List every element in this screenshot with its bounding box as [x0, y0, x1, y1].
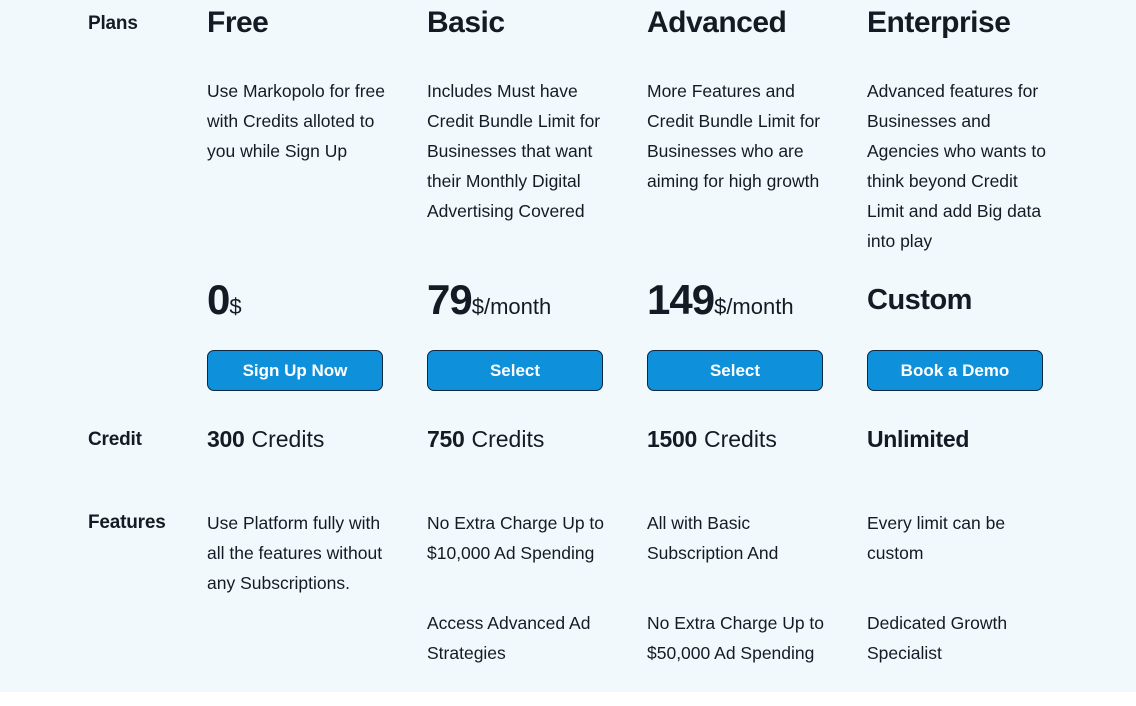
feature-item: Access Advanced Ad Strategies — [427, 613, 591, 663]
credit-amount: 750 — [427, 426, 465, 452]
credit-amount: 1500 — [647, 426, 697, 452]
plan-name-basic: Basic — [427, 6, 505, 39]
plan-features-row: Features Use Platform fully with all the… — [0, 508, 1136, 692]
plan-names-row: Plans Free Basic Advanced Enterprise — [0, 0, 1136, 76]
plan-name-advanced: Advanced — [647, 6, 787, 39]
select-basic-button[interactable]: Select — [427, 350, 603, 391]
feature-item: All with Basic Subscription And — [647, 513, 779, 563]
feature-item: Use Platform fully with all the features… — [207, 513, 383, 593]
credit-unit: Credits — [471, 426, 545, 452]
features-enterprise: Every limit can be custom Dedicated Grow… — [867, 508, 1087, 692]
plan-description-enterprise: Advanced features for Businesses and Age… — [867, 81, 1046, 251]
feature-item: Every limit can be custom — [867, 513, 1006, 563]
credit-unit: Credits — [703, 426, 777, 452]
plan-descriptions-row: Use Markopolo for free with Credits allo… — [0, 76, 1136, 275]
credit-free: 300 Credits — [207, 425, 427, 508]
sign-up-now-button[interactable]: Sign Up Now — [207, 350, 383, 391]
credit-amount: Unlimited — [867, 426, 970, 452]
features-advanced: All with Basic Subscription And No Extra… — [647, 508, 867, 692]
feature-item: Dedicated Growth Specialist — [867, 613, 1008, 663]
price-enterprise: Custom — [867, 275, 1087, 350]
credit-basic: 750 Credits — [427, 425, 647, 508]
plan-credits-row: Credit 300 Credits 750 Credits 1500 Credits… — [0, 425, 1136, 508]
features-free: Use Platform fully with all the features… — [207, 508, 427, 692]
price-free: 0 $ — [207, 275, 427, 350]
price-amount: 0 — [207, 276, 230, 323]
price-suffix: $ — [229, 294, 242, 319]
credit-enterprise: Unlimited — [867, 425, 1087, 508]
price-amount: 149 — [647, 276, 715, 323]
row-label-features: Features — [88, 512, 166, 533]
plan-name-free: Free — [207, 6, 269, 39]
credit-unit: Credits — [251, 426, 325, 452]
price-suffix: $/month — [714, 294, 794, 319]
spacer — [88, 76, 207, 275]
credit-amount: 300 — [207, 426, 245, 452]
spacer — [88, 275, 207, 350]
plan-description-advanced: More Features and Credit Bundle Limit fo… — [647, 81, 821, 191]
row-label-credit: Credit — [88, 429, 142, 450]
price-amount: 79 — [427, 276, 473, 323]
bottom-strip — [0, 692, 1136, 706]
feature-item: No Extra Charge Up to $10,000 Ad Spendin… — [427, 513, 605, 563]
plan-description-basic: Includes Must have Credit Bundle Limit f… — [427, 81, 601, 221]
credit-advanced: 1500 Credits — [647, 425, 867, 508]
plan-buttons-row: Sign Up Now Select Select Book a Demo — [0, 350, 1136, 425]
book-a-demo-button[interactable]: Book a Demo — [867, 350, 1043, 391]
spacer — [88, 350, 207, 425]
price-suffix: $/month — [471, 294, 552, 319]
plan-description-free: Use Markopolo for free with Credits allo… — [207, 81, 385, 161]
price-basic: 79 $/month — [427, 275, 647, 350]
price-advanced: 149 $/month — [647, 275, 867, 350]
plan-prices-row: 0 $ 79 $/month 149 $/month Custom — [0, 275, 1136, 350]
row-label-plans: Plans — [88, 13, 138, 34]
price-amount: Custom — [867, 284, 972, 316]
select-advanced-button[interactable]: Select — [647, 350, 823, 391]
feature-item: No Extra Charge Up to $50,000 Ad Spendin… — [647, 613, 825, 663]
features-basic: No Extra Charge Up to $10,000 Ad Spendin… — [427, 508, 647, 692]
plan-name-enterprise: Enterprise — [867, 6, 1011, 39]
